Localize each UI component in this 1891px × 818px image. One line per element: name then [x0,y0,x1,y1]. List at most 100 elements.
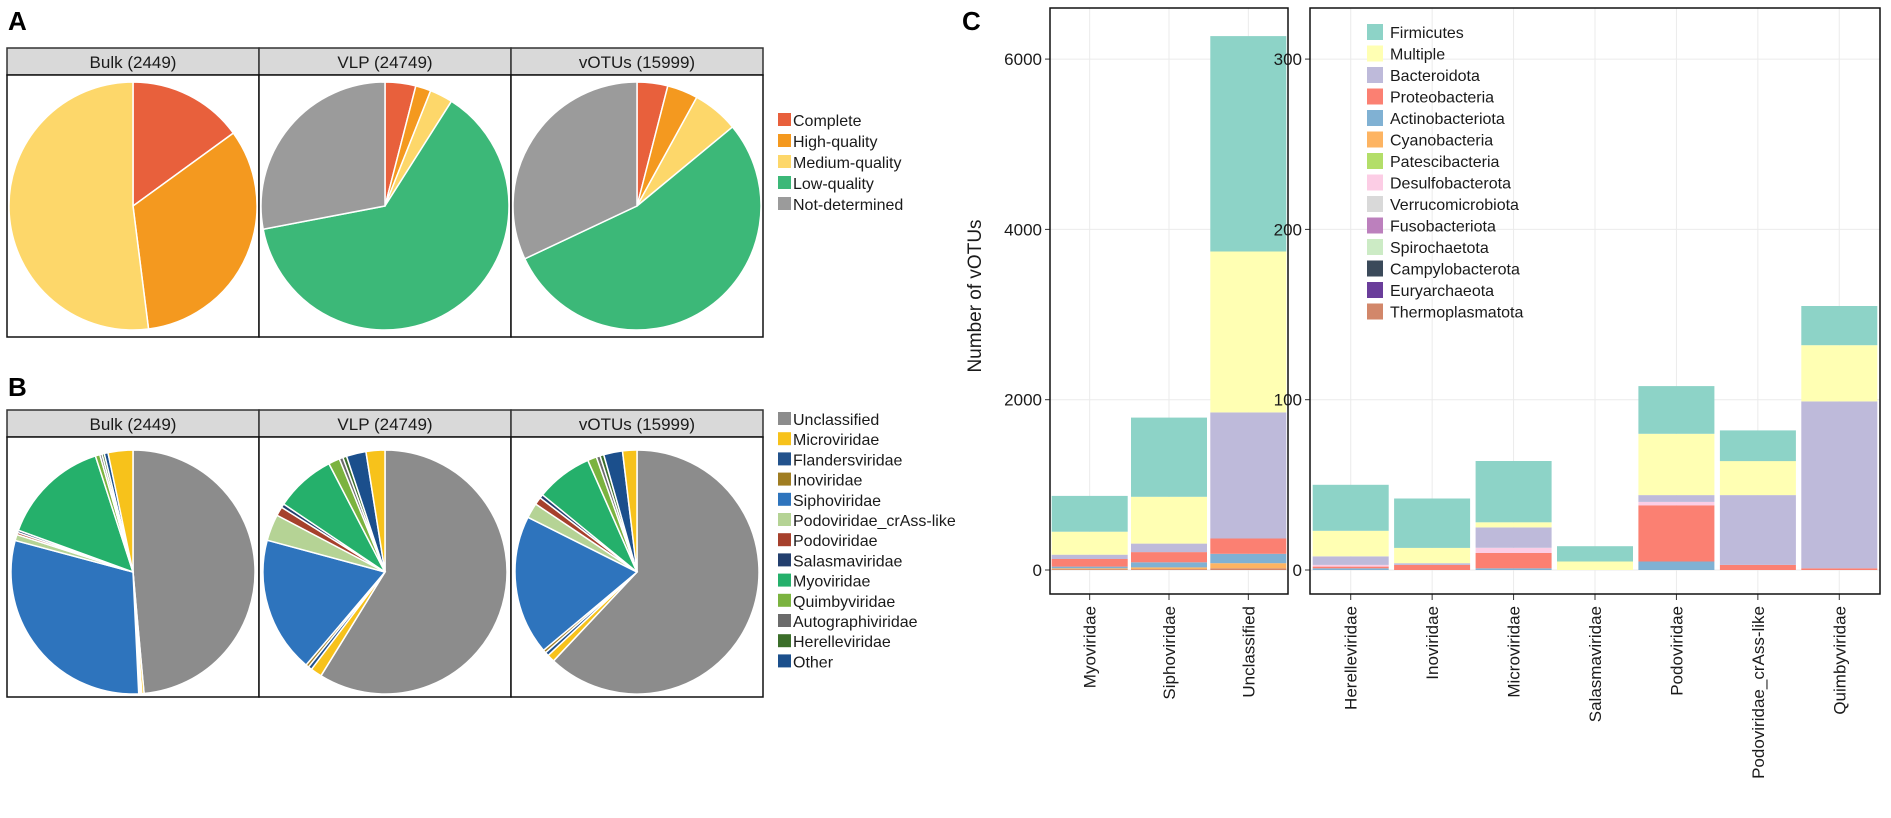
bar-segment [1312,566,1389,569]
legend-c-swatch [1367,45,1383,62]
x-tick-label: Herelleviridae [1342,606,1361,710]
legend-c-item: Proteobacteria [1367,88,1494,107]
legend-c-swatch [1367,303,1383,320]
facet-a3-title: vOTUs (15999) [579,53,695,72]
bar-segment [1638,386,1715,434]
legend-b-item: Myoviridae [778,573,870,591]
legend-b-item: Salasmaviridae [778,553,902,570]
y-tick-label: 300 [1274,50,1302,69]
legend-c-swatch [1367,174,1383,191]
pie-b1-slice [132,449,256,695]
legend-b-swatch [778,432,791,446]
legend-b-swatch [778,472,791,486]
pie-b2-slice [319,449,508,695]
bar-segment [1131,567,1207,570]
legend-b-swatch [778,452,791,466]
bar-segment [1475,522,1552,528]
legend-b-item: Unclassified [778,412,879,429]
bar-segment [1638,505,1715,562]
legend-c-swatch [1367,282,1383,298]
bar-segment [1557,546,1633,562]
x-tick-label: Myoviridae [1081,606,1100,688]
bar-segment [1638,561,1715,570]
legend-a-label: Not-determined [793,197,903,214]
legend-b-item: Podoviridae_crAss-like [778,513,956,530]
bar-segment [1210,553,1287,564]
legend-c-label: Spirochaetota [1390,240,1489,257]
bar-segment [1051,554,1128,559]
legend-b-swatch [778,553,791,567]
bar-segment [1801,345,1878,402]
legend-a-item: Low-quality [778,176,874,193]
panel-c-border [1049,7,1289,595]
y-tick-label: 200 [1274,220,1302,239]
legend-c-item: Thermoplasmatota [1367,303,1523,322]
bar-segment [1312,484,1389,531]
legend-a-swatch [778,155,791,168]
legend-a-label: Medium-quality [793,155,901,172]
legend-c-label: Proteobacteria [1390,90,1494,107]
legend-b-swatch [778,533,791,547]
facet-b2-title: VLP (24749) [337,415,432,434]
panel-label-b: B [8,372,27,402]
legend-c-label: Patescibacteria [1390,154,1499,171]
legend-b-swatch [778,654,791,668]
x-tick-label: Siphoviridae [1160,606,1179,700]
legend-c-item: Spirochaetota [1367,239,1489,257]
legend-b-swatch [778,614,791,627]
legend-c-label: Bacteroidota [1390,68,1480,85]
legend-a-label: High-quality [793,134,877,151]
bar-segment [1210,568,1287,570]
legend-c-swatch [1367,153,1383,169]
bar-segment [1131,543,1207,553]
legend-c-swatch [1367,217,1383,234]
legend-c-label: Campylobacterota [1390,262,1520,279]
bar-segment [1475,553,1552,569]
legend-c-label: Verrucomicrobiota [1390,197,1519,214]
bar-segment [1131,569,1207,570]
legend-b-label: Podoviridae_crAss-like [793,513,956,530]
legend-b-swatch [778,634,791,648]
x-tick-label: Salasmaviridae [1586,606,1605,722]
legend-b-label: Flandersviridae [793,452,902,469]
legend-a-item: Complete [778,113,862,130]
bar-segment [1475,547,1552,553]
pie-a1-slice [8,81,150,331]
legend-b-item: Herelleviridae [778,634,891,651]
x-tick-label: Podoviridae [1667,606,1686,696]
bar-segment [1051,558,1128,567]
bar-segment [1475,461,1552,523]
bar-segment [1719,461,1796,496]
legend-c-item: Desulfobacterota [1367,174,1511,193]
pie-a2-slice [262,100,510,331]
legend-b-item: Other [778,654,834,671]
bar-segment [1051,566,1128,569]
facet-b3-title: vOTUs (15999) [579,415,695,434]
legend-b-label: Inoviridae [793,473,862,490]
pie-a3-slice [523,125,762,331]
pie-b2-slice [365,449,386,573]
bar-segment [1210,36,1287,252]
legend-c-item: Bacteroidota [1367,67,1480,85]
legend-c-swatch [1367,88,1383,105]
pie-a1-slice [132,81,235,208]
pie-a3-slice [512,81,638,260]
facet-a2-strip [258,47,512,76]
legend-b-swatch [778,573,791,587]
legend-c-swatch [1367,260,1383,277]
legend-c-item: Fusobacteriota [1367,217,1496,236]
bar-segment [1394,563,1471,565]
legend-c-item: Cyanobacteria [1367,131,1493,150]
y-tick-label: 0 [1293,561,1302,580]
bar-segment [1210,412,1287,539]
bar-segment [1475,568,1552,570]
pie-a1-slice [132,132,258,330]
panel-b-pie-charts: Bulk (2449) VLP (24749) vOTUs (15999) Un… [6,409,956,698]
y-tick-label: 100 [1274,391,1302,410]
legend-b-swatch [778,513,791,526]
legend-c-label: Desulfobacterota [1390,176,1511,193]
legend-c-item: Euryarchaeota [1367,282,1494,300]
legend-a-swatch [778,113,791,126]
panel-c-stacked-bars: Number of vOTUs Myoviridae Siphoviridae Un… [965,7,1881,779]
